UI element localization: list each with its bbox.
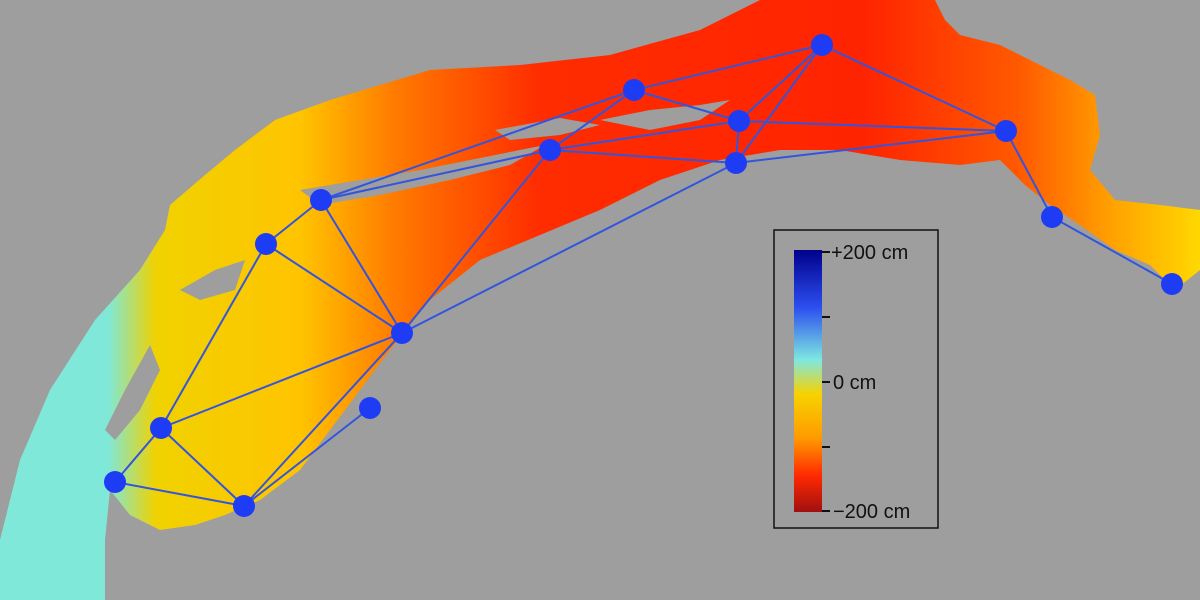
network-link bbox=[114, 481, 245, 507]
network-link bbox=[160, 243, 267, 429]
network-link bbox=[738, 120, 1007, 132]
legend-max-label: +200 cm bbox=[831, 242, 908, 264]
color-bar bbox=[794, 250, 822, 512]
station-marker bbox=[255, 233, 277, 255]
network-link bbox=[265, 243, 403, 334]
network-link bbox=[401, 149, 551, 334]
station-marker bbox=[539, 139, 561, 161]
station-marker bbox=[1161, 273, 1183, 295]
station-marker bbox=[995, 120, 1017, 142]
network-link bbox=[243, 332, 403, 507]
network-link bbox=[633, 44, 823, 91]
station-marker bbox=[725, 152, 747, 174]
station-marker bbox=[150, 417, 172, 439]
station-marker bbox=[233, 495, 255, 517]
network-link bbox=[735, 44, 823, 164]
network-link bbox=[1051, 216, 1173, 285]
network-link bbox=[738, 44, 823, 122]
network-link bbox=[401, 162, 737, 334]
network-link bbox=[320, 199, 403, 334]
network-link bbox=[320, 149, 551, 201]
legend: +200 cm 0 cm −200 cm bbox=[773, 229, 939, 529]
network-link bbox=[160, 332, 403, 429]
network-link bbox=[633, 89, 740, 122]
color-bar-ticks bbox=[822, 251, 830, 512]
legend-min-label: −200 cm bbox=[833, 501, 910, 523]
gps-stations bbox=[104, 34, 1183, 517]
network-link bbox=[821, 44, 1007, 132]
network-link bbox=[114, 427, 162, 483]
network-link bbox=[160, 427, 245, 507]
network-link bbox=[1005, 130, 1053, 218]
network-link bbox=[549, 89, 635, 151]
station-marker bbox=[310, 189, 332, 211]
station-marker bbox=[104, 471, 126, 493]
network-link bbox=[265, 199, 322, 245]
station-marker bbox=[728, 110, 750, 132]
network-link bbox=[243, 407, 371, 507]
station-marker bbox=[391, 322, 413, 344]
network-link bbox=[549, 149, 737, 164]
station-marker bbox=[1041, 206, 1063, 228]
station-marker bbox=[811, 34, 833, 56]
network-link bbox=[549, 120, 740, 151]
network-link bbox=[735, 130, 1007, 164]
station-marker bbox=[623, 79, 645, 101]
network-link bbox=[320, 89, 635, 201]
station-network bbox=[114, 44, 1173, 507]
legend-mid-label: 0 cm bbox=[833, 372, 876, 394]
station-marker bbox=[359, 397, 381, 419]
